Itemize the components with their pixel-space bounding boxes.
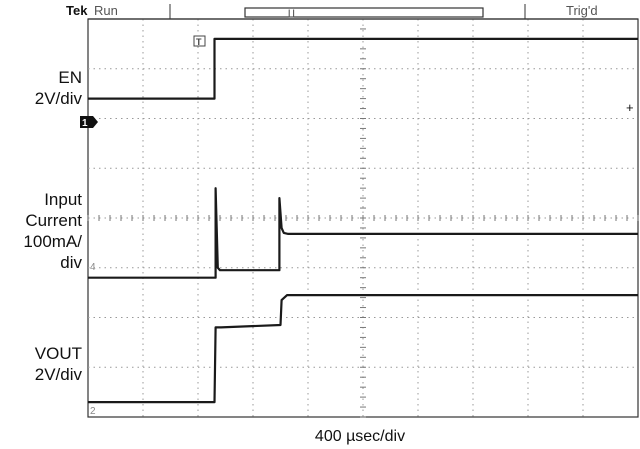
vout-channel-label: VOUT 2V/div [35, 343, 82, 385]
vout-trace [88, 294, 638, 404]
graticule-ticks [87, 18, 639, 418]
en-trace [88, 37, 638, 100]
vout-scale: 2V/div [34, 365, 82, 384]
en-channel-label: EN 2V/div [35, 67, 82, 109]
cursor-glyph: + [626, 100, 634, 115]
svg-text:2: 2 [90, 406, 96, 417]
ic-scale-line2: div [60, 253, 82, 272]
input-current-trace [88, 187, 638, 279]
svg-text:T: T [196, 37, 202, 47]
channel-1-marker: 1 [80, 116, 98, 129]
vout-name: VOUT [34, 344, 82, 363]
channel-4-marker: 4 [90, 262, 96, 273]
ic-name-line1: Input [44, 190, 82, 209]
tek-brand-label: Tek [66, 3, 88, 18]
trigger-status-label: Trig'd [566, 3, 598, 18]
ic-name-line2: Current [25, 211, 82, 230]
en-scale: 2V/div [34, 89, 82, 108]
ic-scale-line1: 100mA/ [23, 232, 82, 251]
trace-layer [88, 37, 638, 404]
en-name: EN [58, 68, 82, 87]
input-current-channel-label: Input Current 100mA/ div [23, 189, 82, 273]
svg-text:4: 4 [90, 262, 96, 273]
timebase-label: 400 µsec/div [314, 428, 406, 445]
channel-2-marker: 2 [90, 406, 96, 417]
svg-text:1: 1 [82, 118, 88, 129]
record-window-marker: ∐ [288, 8, 295, 18]
record-position-bar [244, 7, 484, 18]
trigger-position-marker: T [193, 35, 206, 47]
run-state-label: Run [94, 3, 118, 18]
